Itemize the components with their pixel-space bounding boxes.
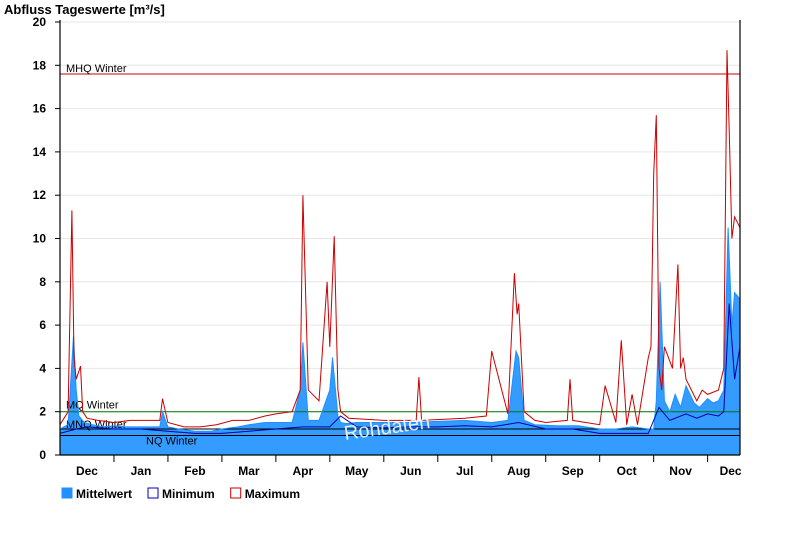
y-tick-label: 0 <box>39 448 46 462</box>
y-tick-label: 10 <box>33 232 47 246</box>
series-line-minimum <box>59 303 741 434</box>
legend: Mittelwert Minimum Maximum <box>61 487 300 501</box>
reference-line-label: NQ Winter <box>146 436 198 448</box>
x-tick-label: Jun <box>400 464 421 478</box>
y-tick-label: 12 <box>33 188 47 202</box>
chart-title: Abfluss Tageswerte [m³/s] <box>4 2 165 17</box>
x-tick-label: Jan <box>131 464 152 478</box>
legend-swatch <box>147 487 159 499</box>
x-tick-label: Apr <box>293 464 314 478</box>
x-tick-label: May <box>345 464 369 478</box>
x-tick-label: Mar <box>238 464 260 478</box>
x-tick-label: Dec <box>720 464 742 478</box>
x-tick-label: Aug <box>507 464 530 478</box>
x-tick-label: Feb <box>184 464 205 478</box>
x-tick-label: Sep <box>562 464 584 478</box>
y-tick-label: 6 <box>39 318 46 332</box>
series-area-mittelwert <box>60 227 740 455</box>
legend-label: Mittelwert <box>76 487 132 501</box>
y-tick-label: 2 <box>39 405 46 419</box>
series-lines <box>59 50 741 434</box>
series-line-mittelwert <box>59 227 741 432</box>
x-tick-label: Dec <box>76 464 98 478</box>
y-tick-label: 4 <box>39 361 46 375</box>
legend-swatch <box>230 487 242 499</box>
reference-line-label: MQ Winter <box>66 400 119 412</box>
mean-area <box>60 227 740 455</box>
axes: 0 2 4 6 8 10 12 14 16 18 20 Dec Jan Feb Mar Apr May Jun Ju… <box>33 15 742 478</box>
series-line-maximum <box>59 50 741 428</box>
grid <box>60 21 740 456</box>
y-tick-label: 8 <box>39 275 46 289</box>
y-tick-label: 20 <box>33 15 47 29</box>
x-tick-label: Oct <box>617 464 637 478</box>
x-tick-label: Jul <box>456 464 473 478</box>
legend-label: Maximum <box>245 487 300 501</box>
x-tick-label: Nov <box>669 464 692 478</box>
legend-label: Minimum <box>162 487 215 501</box>
y-tick-label: 14 <box>33 145 47 159</box>
reference-line-label: MHQ Winter <box>66 63 127 75</box>
legend-swatch <box>61 487 73 499</box>
y-tick-label: 16 <box>33 102 47 116</box>
y-tick-label: 18 <box>33 58 47 72</box>
